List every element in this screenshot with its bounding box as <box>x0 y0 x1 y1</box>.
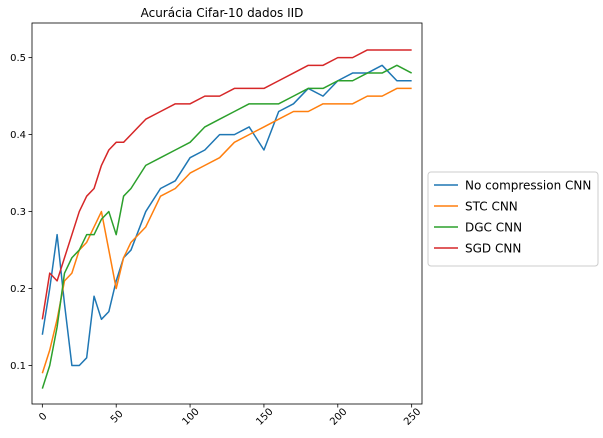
x-tick-label: 50 <box>109 409 126 426</box>
x-tick-label: 250 <box>402 406 423 427</box>
y-tick-label: 0.1 <box>10 361 26 372</box>
legend-label: STC CNN <box>465 200 518 214</box>
legend-label: No compression CNN <box>465 179 591 193</box>
y-tick-label: 0.2 <box>10 284 26 295</box>
x-tick-label: 200 <box>328 406 349 427</box>
legend-box <box>427 171 599 267</box>
series-line-stc-cnn <box>41 87 412 374</box>
legend-label: SGD CNN <box>465 242 521 256</box>
y-tick-label: 0.4 <box>10 130 26 141</box>
series-line-sgd-cnn <box>41 49 412 320</box>
y-tick-label: 0.5 <box>10 53 26 64</box>
plot-area: 0 50 100 150 200 250 0.1 0.2 0.3 0.4 0.5 <box>10 22 423 428</box>
series-line-dgc-cnn <box>41 64 413 389</box>
y-tick-label: 0.3 <box>10 207 26 218</box>
x-tick-label: 100 <box>180 406 201 427</box>
x-tick-label: 0 <box>37 411 49 423</box>
legend: No compression CNN STC CNN DGC CNN SGD CNN <box>427 171 599 267</box>
axes-frame <box>31 22 423 405</box>
legend-label: DGC CNN <box>465 221 522 235</box>
series-line-no-compression-cnn <box>41 64 412 367</box>
x-tick-label: 150 <box>254 406 275 427</box>
chart-title: Acurácia Cifar-10 dados IID <box>141 6 304 20</box>
